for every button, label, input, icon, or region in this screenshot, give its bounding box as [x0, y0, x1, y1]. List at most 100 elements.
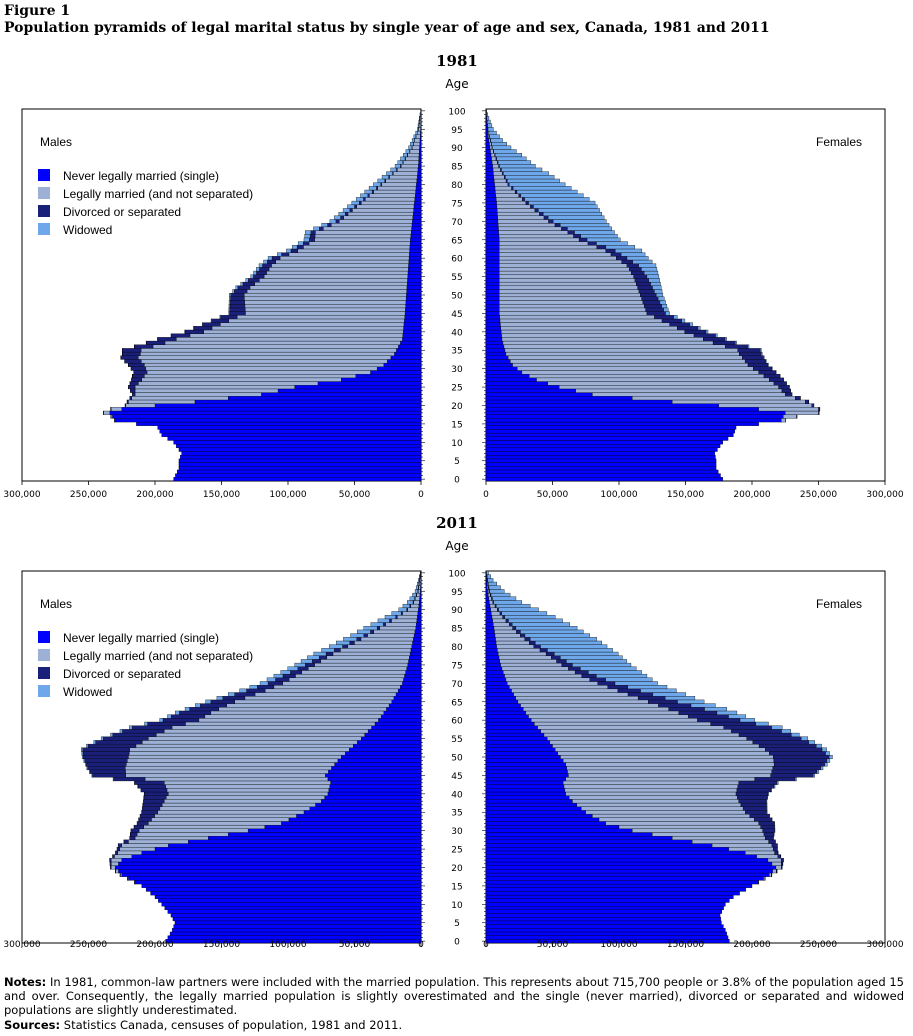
female-bar-single-age-78 [485, 189, 496, 194]
x-tick-label-female: 300,000 [866, 490, 903, 500]
male-bar-divorced-age-22 [109, 858, 112, 863]
male-bar-widowed-age-86 [397, 160, 403, 165]
male-bar-single-age-21 [194, 399, 422, 404]
male-bar-widowed-age-75 [294, 662, 306, 667]
female-bar-single-age-41 [485, 326, 501, 331]
female-bar-single-age-45 [485, 773, 569, 778]
age-tick-label: 5 [454, 919, 460, 929]
age-tick-label: 90 [451, 144, 463, 154]
male-bar-divorced-age-22 [129, 396, 132, 401]
age-tick-label: 80 [451, 643, 463, 653]
female-bar-single-age-40 [485, 329, 502, 334]
female-bar-married-age-48 [565, 762, 775, 767]
female-bar-single-age-26 [485, 381, 549, 386]
female-bar-widowed-age-70 [552, 219, 607, 224]
female-bar-single-age-33 [485, 817, 600, 822]
female-bar-widowed-age-77 [560, 655, 623, 660]
female-bar-divorced-age-36 [725, 344, 748, 349]
male-bar-divorced-age-70 [335, 219, 340, 224]
female-bar-widowed-age-39 [715, 333, 718, 338]
x-tick-label-male: 0 [418, 490, 424, 500]
age-tick-label: 65 [451, 698, 462, 708]
male-bar-married-age-79 [340, 648, 412, 653]
female-bar-married-age-59 [534, 721, 711, 726]
male-bar-married-age-24 [134, 388, 279, 393]
female-bar-widowed-age-40 [767, 791, 769, 796]
figure-label: Figure 1 [4, 3, 71, 19]
female-bar-widowed-age-60 [739, 718, 755, 723]
female-bar-married-age-69 [498, 223, 556, 228]
female-bar-single-age-4 [485, 462, 717, 467]
female-bar-single-age-25 [485, 847, 729, 852]
male-bar-widowed-age-84 [390, 167, 397, 172]
age-tick-label: 100 [448, 569, 465, 579]
male-bar-married-age-93 [415, 134, 421, 139]
female-bar-widowed-age-34 [761, 351, 763, 356]
male-bar-widowed-age-97 [418, 119, 420, 124]
female-bar-divorced-age-79 [539, 648, 548, 653]
male-bar-single-age-93 [419, 596, 422, 601]
female-bar-single-age-10 [485, 902, 726, 907]
female-bar-single-age-25 [485, 385, 560, 390]
male-bar-single-age-29 [227, 832, 422, 837]
male-bar-married-age-40 [168, 791, 329, 796]
population-pyramids-chart: 1981Age051015202530354045505560657075808… [3, 52, 903, 950]
age-tick-label: 5 [454, 457, 460, 467]
female-bar-single-age-9 [485, 443, 721, 449]
female-bar-married-age-50 [560, 754, 774, 760]
male-bar-divorced-age-44 [220, 315, 238, 320]
male-bar-single-age-8 [167, 909, 422, 914]
male-bar-single-age-3 [172, 928, 422, 933]
female-bar-married-age-38 [572, 799, 739, 804]
male-bar-single-age-82 [413, 637, 422, 642]
legend: Never legally married (single) Legally ma… [38, 631, 253, 699]
legend-swatch-widowed [38, 685, 50, 697]
age-tick-label: 0 [454, 476, 460, 486]
female-bar-divorced-age-76 [522, 197, 525, 202]
female-bar-widowed-age-89 [493, 149, 517, 154]
male-bar-divorced-age-23 [132, 392, 136, 397]
female-bar-divorced-age-61 [610, 252, 622, 257]
female-bar-single-age-38 [485, 799, 573, 804]
female-bar-widowed-age-100 [486, 108, 487, 113]
legend-swatch-married [38, 649, 50, 661]
male-bar-divorced-age-80 [342, 644, 349, 649]
age-tick-label: 35 [451, 347, 462, 357]
male-bar-widowed-age-56 [253, 270, 257, 275]
male-bar-married-age-22 [131, 396, 229, 401]
female-bar-married-age-39 [568, 795, 738, 800]
legend-label-single: Never legally married (single) [63, 631, 219, 645]
male-bar-married-age-29 [146, 370, 371, 375]
male-bar-widowed-age-46 [89, 769, 91, 774]
female-bar-married-age-24 [745, 850, 775, 855]
female-bar-single-age-47 [485, 304, 500, 309]
male-bar-divorced-age-55 [102, 736, 149, 741]
male-bar-single-age-26 [317, 381, 422, 386]
male-bar-widowed-age-88 [402, 153, 408, 158]
female-bar-divorced-age-39 [737, 795, 768, 800]
female-bar-widowed-age-56 [791, 732, 800, 737]
male-bar-single-age-27 [188, 839, 422, 844]
female-bar-divorced-age-29 [758, 370, 777, 375]
female-bar-divorced-age-67 [627, 692, 654, 697]
female-bar-married-age-63 [523, 707, 669, 712]
male-bar-single-age-39 [402, 333, 422, 338]
female-bar-single-age-43 [485, 780, 564, 785]
female-bar-divorced-age-25 [773, 847, 778, 852]
chart-title: 2011 [436, 514, 478, 532]
x-tick-label-female: 300,000 [866, 940, 903, 950]
male-bar-widowed-age-55 [250, 274, 254, 279]
female-bar-married-age-47 [566, 766, 774, 771]
female-bar-single-age-12 [485, 432, 734, 437]
male-bar-single-age-17 [112, 414, 422, 419]
male-bar-single-age-66 [410, 234, 422, 239]
male-bar-single-age-84 [414, 629, 422, 634]
male-bar-married-age-33 [151, 817, 290, 822]
male-bar-divorced-age-32 [124, 359, 142, 364]
male-bar-single-age-68 [411, 226, 422, 231]
female-bar-married-age-81 [494, 178, 507, 183]
female-bar-widowed-age-42 [689, 322, 693, 327]
male-bar-married-age-43 [228, 318, 405, 323]
female-bar-widowed-age-52 [652, 285, 662, 290]
male-bar-single-age-28 [355, 374, 422, 379]
